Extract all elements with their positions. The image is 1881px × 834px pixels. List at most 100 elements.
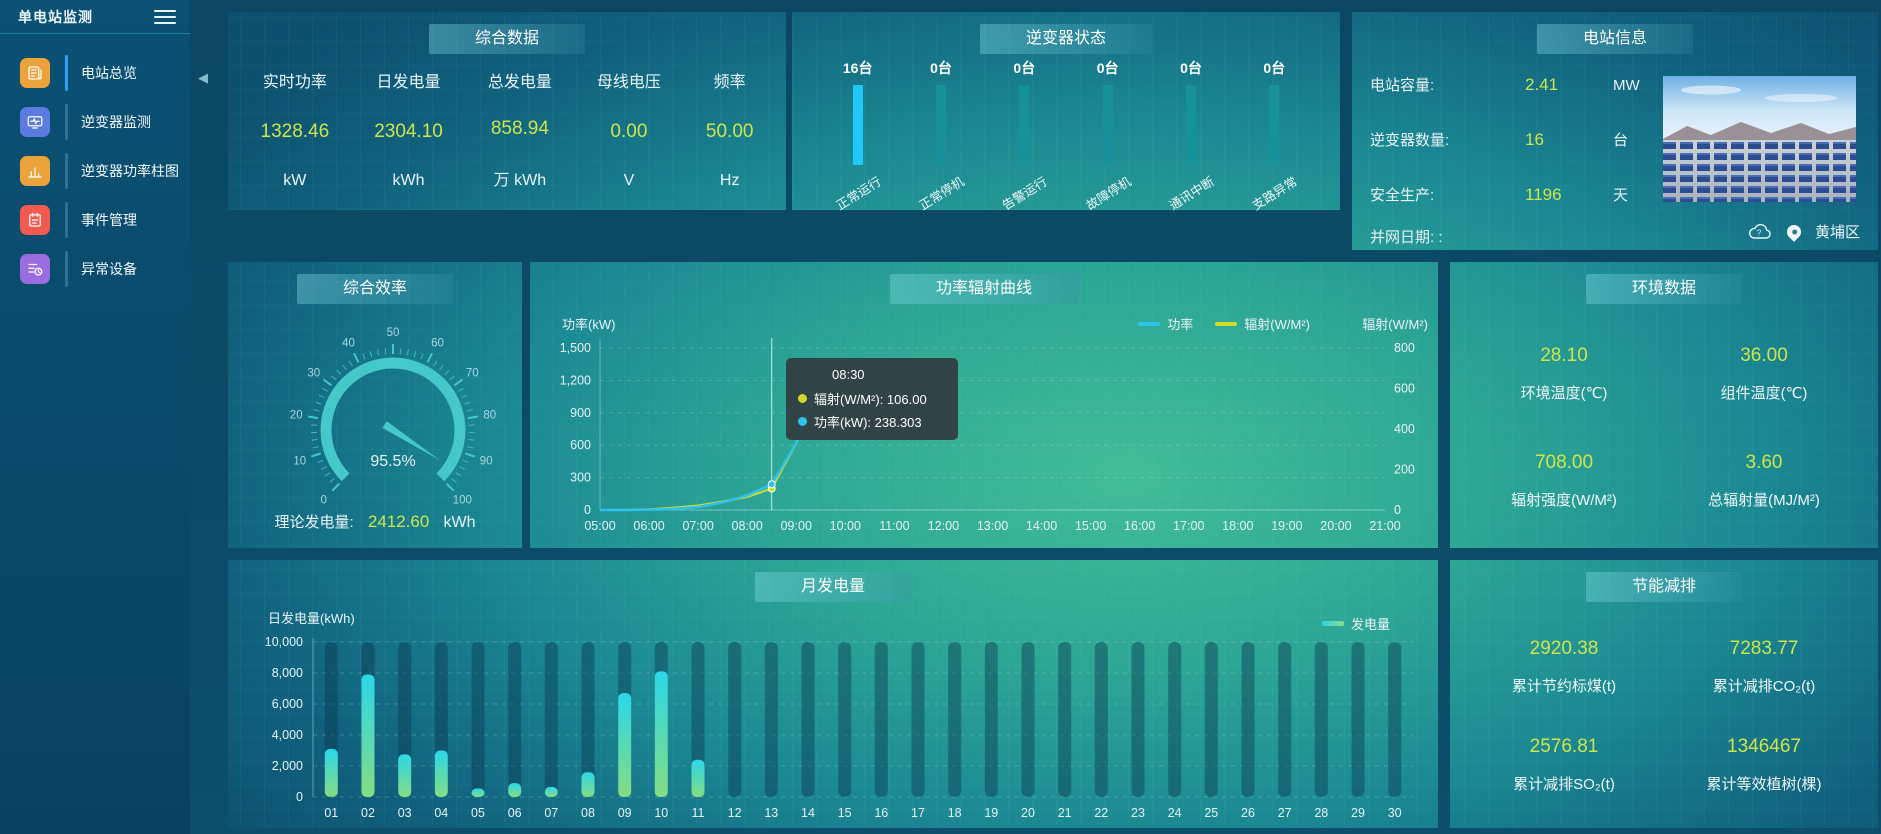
env-label: 组件温度(℃) — [1720, 384, 1808, 402]
svg-text:10: 10 — [293, 455, 306, 467]
metric-bus-voltage: 母线电压 0.00 V — [597, 64, 661, 194]
hamburger-menu-icon[interactable] — [154, 9, 176, 24]
inverter-status-alarm-running: 0台 告警运行 — [983, 56, 1066, 213]
inverter-monitor-icon — [20, 106, 50, 137]
theoretical-energy-value: 2412.60 — [367, 512, 430, 531]
station-row-value: 16 — [1525, 130, 1544, 149]
theoretical-energy-label: 理论发电量: — [274, 514, 354, 531]
env-label: 环境温度(℃) — [1520, 384, 1608, 402]
indicator — [65, 201, 68, 238]
svg-text:28: 28 — [1314, 806, 1328, 820]
svg-text:95.5%: 95.5% — [370, 453, 415, 470]
svg-text:09:00: 09:00 — [781, 519, 812, 533]
saving-so2: 2576.81 累计减排SO₂(t) — [1464, 716, 1664, 814]
svg-text:20: 20 — [290, 410, 303, 422]
svg-text:18: 18 — [948, 806, 962, 820]
svg-text:14:00: 14:00 — [1026, 519, 1057, 533]
svg-text:19:00: 19:00 — [1271, 519, 1302, 533]
inverter-status-comm-lost: 0台 通讯中断 — [1149, 56, 1232, 213]
collapse-panel-arrow[interactable]: ◀ — [198, 70, 208, 85]
svg-text:13:00: 13:00 — [977, 519, 1008, 533]
sidebar-item-event-management[interactable]: 事件管理 — [0, 195, 190, 244]
status-count: 0台 — [1180, 60, 1202, 76]
env-value: 28.10 — [1540, 344, 1588, 366]
svg-text:03: 03 — [398, 806, 412, 820]
saving-value: 7283.77 — [1729, 638, 1799, 659]
svg-text:30: 30 — [1388, 806, 1402, 820]
metric-value: 50.00 — [705, 121, 754, 142]
metric-daily-energy: 日发电量 2304.10 kWh — [374, 64, 443, 194]
metric-value: 2304.10 — [374, 121, 443, 142]
svg-text:80: 80 — [483, 410, 496, 422]
summary-metrics: 实时功率 1328.46 kW 日发电量 2304.10 kWh 总发电量 85… — [238, 64, 776, 194]
svg-text:13: 13 — [764, 806, 778, 820]
panel-efficiency: 综合效率 0 10 20 30 40 50 60 70 80 90 100 95.5% 理论发电量: … — [228, 262, 522, 548]
generation-legend-swatch — [1321, 621, 1344, 626]
sidebar-item-inverter-monitor[interactable]: 逆变器监测 — [0, 97, 190, 146]
svg-text:14: 14 — [801, 806, 815, 820]
sidebar-item-inverter-power-bars[interactable]: 逆变器功率柱图 — [0, 146, 190, 195]
power-curve-legend: 功率 辐射(W/M²) — [1138, 314, 1310, 333]
svg-text:2,000: 2,000 — [272, 759, 303, 773]
status-count: 0台 — [930, 60, 952, 76]
monthly-generation-bar-chart[interactable]: 0 2,000 4,000 6,000 8,000 10,000 01 02 03 04 05 06 0… — [228, 560, 1438, 828]
status-bar — [852, 85, 863, 165]
station-row-label: 安全生产: — [1370, 187, 1435, 204]
metric-label: 频率 — [713, 74, 746, 91]
station-photo — [1663, 76, 1856, 202]
env-total-radiation: 3.60 总辐射量(MJ/M²) — [1664, 427, 1864, 534]
active-indicator — [65, 54, 68, 91]
status-count: 0台 — [1013, 60, 1036, 76]
status-bar — [935, 85, 946, 165]
svg-text:04: 04 — [434, 806, 448, 820]
panel-summary: 综合数据 实时功率 1328.46 kW 日发电量 2304.10 kWh 总发… — [228, 12, 786, 210]
metric-value: 0.00 — [610, 121, 648, 142]
svg-text:10,000: 10,000 — [265, 635, 303, 649]
inverter-status-chart[interactable]: 16台 正常运行 0台 正常停机 0台 告警运行 0台 故障停机 0台 通讯中断… — [816, 56, 1316, 213]
legend-item-power[interactable]: 功率 — [1138, 314, 1193, 333]
panel-environment: 环境数据 28.10 环境温度(℃) 36.00 组件温度(℃) 708.00 … — [1450, 262, 1878, 548]
status-bar — [1019, 85, 1030, 165]
saving-co2: 7283.77 累计减排CO₂(t) — [1664, 618, 1864, 716]
svg-text:?: ? — [1757, 228, 1762, 237]
sidebar-item-abnormal-device[interactable]: 异常设备 — [0, 244, 190, 293]
svg-text:18:00: 18:00 — [1222, 519, 1253, 533]
efficiency-gauge-chart[interactable]: 0 10 20 30 40 50 60 70 80 90 100 95.5% — [228, 262, 522, 548]
svg-text:19: 19 — [984, 806, 998, 820]
svg-text:09: 09 — [618, 806, 632, 820]
right-axis-title: 辐射(W/M²) — [1362, 317, 1428, 332]
svg-text:26: 26 — [1241, 806, 1255, 820]
inverter-status-fault-stop: 0台 故障停机 — [1066, 56, 1149, 213]
svg-text:05: 05 — [471, 806, 485, 820]
svg-text:50: 50 — [387, 327, 400, 339]
district-label: 黄埔区 — [1814, 224, 1860, 241]
power-legend-swatch — [1138, 321, 1161, 326]
svg-text:100: 100 — [453, 494, 472, 506]
svg-text:0: 0 — [584, 503, 591, 517]
svg-text:200: 200 — [1394, 463, 1415, 477]
power-dot-icon — [798, 417, 807, 426]
station-location[interactable]: ? 黄埔区 — [1747, 221, 1860, 242]
status-label: 支路异常 — [1250, 174, 1301, 213]
metric-unit: Hz — [719, 172, 740, 189]
panel-title-station-info: 电站信息 — [1536, 24, 1694, 54]
svg-text:900: 900 — [570, 406, 591, 420]
power-radiation-line-chart[interactable]: 0 300 600 900 1,200 1,500 0 200 400 600 800 05:00 06… — [530, 262, 1438, 548]
station-inverter-count-row: 逆变器数量: 16 台 — [1370, 129, 1628, 150]
indicator — [65, 250, 68, 287]
legend-item-radiation[interactable]: 辐射(W/M²) — [1215, 314, 1310, 333]
svg-text:4,000: 4,000 — [272, 728, 303, 742]
station-row-value: 2.41 — [1525, 75, 1559, 94]
status-label: 正常运行 — [833, 174, 884, 213]
panel-power-curve: 功率辐射曲线 功率(kW) 功率 辐射(W/M²) 辐射(W/M²) 0 300 6… — [530, 262, 1438, 548]
sidebar-item-label: 电站总览 — [81, 64, 137, 81]
legend-item-generation[interactable]: 发电量 — [1321, 614, 1390, 633]
svg-text:12: 12 — [728, 806, 742, 820]
status-label: 故障停机 — [1083, 174, 1134, 213]
legend-label: 辐射(W/M²) — [1244, 317, 1310, 332]
theoretical-energy-row: 理论发电量: 2412.60 kWh — [228, 511, 522, 532]
sidebar-item-station-overview[interactable]: 电站总览 — [0, 48, 190, 97]
svg-text:15:00: 15:00 — [1075, 519, 1106, 533]
svg-text:6,000: 6,000 — [272, 697, 303, 711]
svg-text:23: 23 — [1131, 806, 1145, 820]
